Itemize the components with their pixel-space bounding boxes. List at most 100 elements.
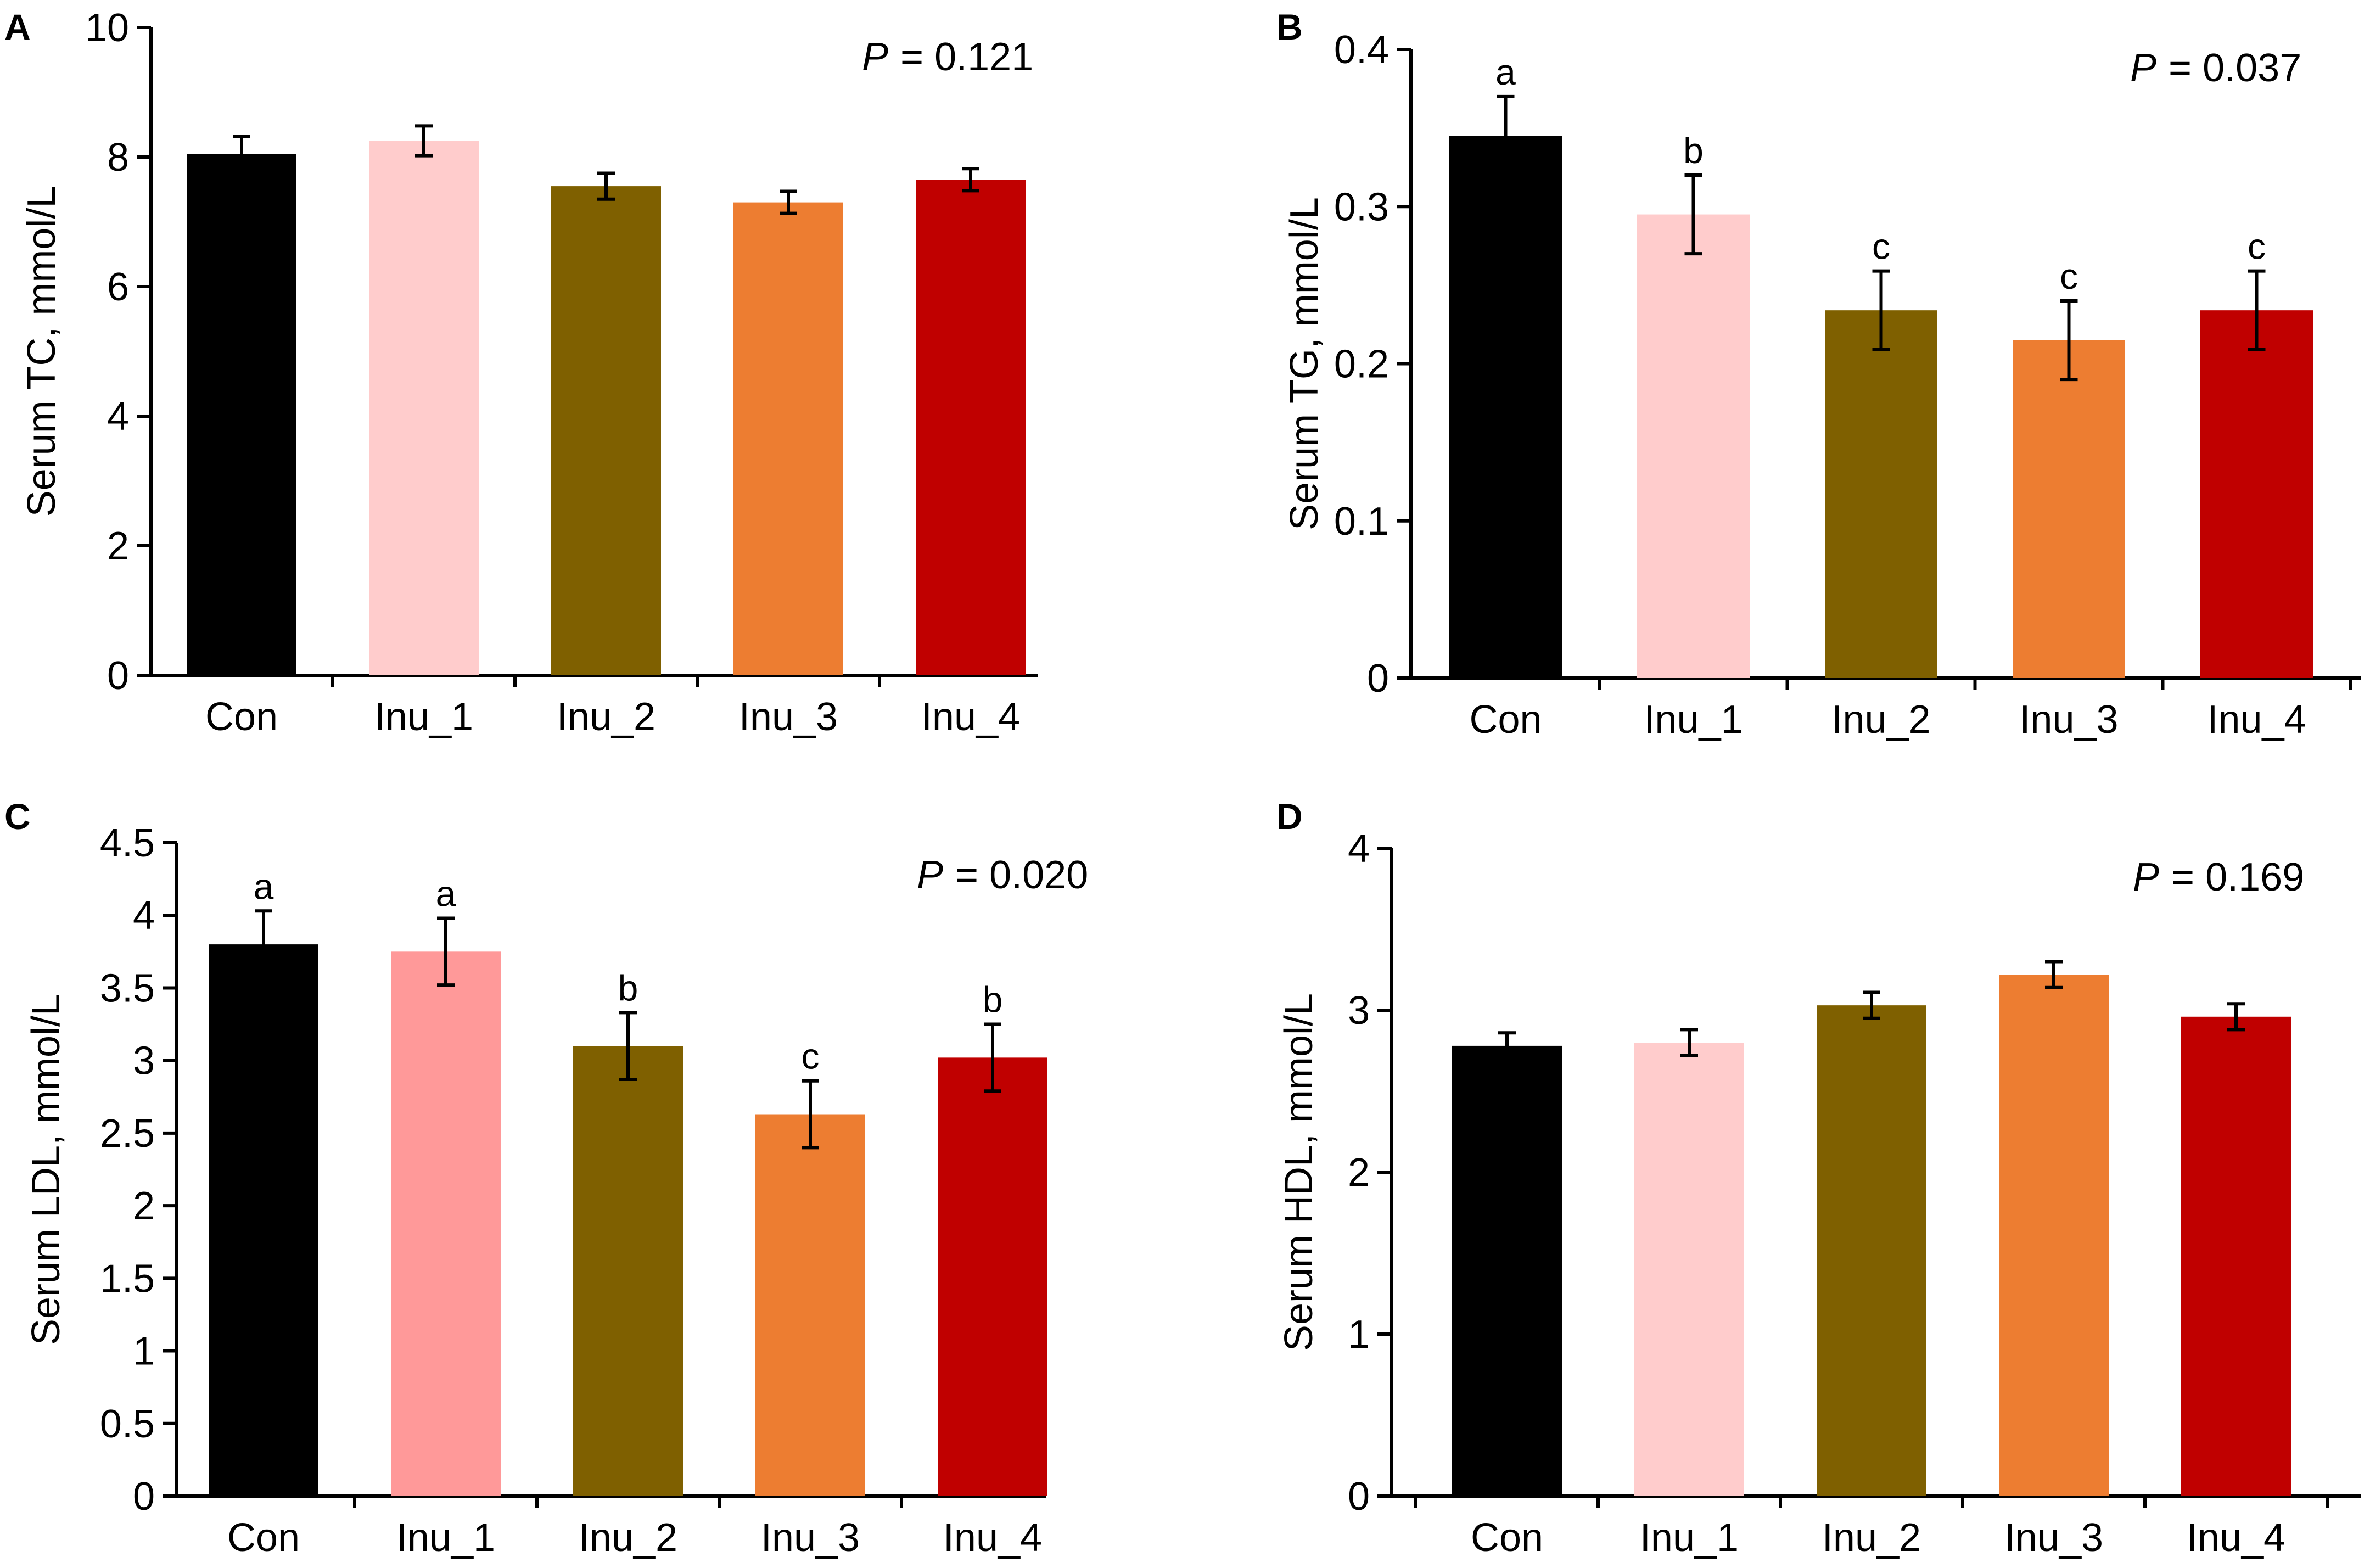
panel-letter: B bbox=[1276, 7, 1303, 47]
x-category-label: Con bbox=[205, 695, 278, 739]
y-tick-label: 2 bbox=[107, 524, 129, 568]
p-symbol: P bbox=[2130, 46, 2156, 90]
bar-inu-3 bbox=[1999, 975, 2109, 1496]
x-category-label: Inu_1 bbox=[396, 1516, 495, 1560]
y-tick-label: 6 bbox=[107, 265, 129, 309]
y-tick-label: 2.5 bbox=[100, 1112, 155, 1156]
p-value: = 0.020 bbox=[955, 853, 1088, 897]
x-category-label: Inu_4 bbox=[2187, 1516, 2285, 1560]
significance-letter: c bbox=[2060, 256, 2078, 296]
y-tick-label: 3 bbox=[1348, 989, 1370, 1033]
y-tick-label: 4 bbox=[133, 894, 155, 938]
significance-letter: b bbox=[1683, 130, 1704, 171]
y-axis-title: Serum LDL, mmol/L bbox=[24, 994, 68, 1345]
x-category-label: Inu_3 bbox=[739, 695, 838, 739]
bar-inu-3 bbox=[733, 202, 843, 676]
bar-inu-2 bbox=[1825, 310, 1937, 678]
x-category-label: Con bbox=[1471, 1516, 1543, 1560]
p-value-annotation: P = 0.037 bbox=[2130, 46, 2301, 90]
bar-inu-4 bbox=[2200, 310, 2313, 678]
panel-b: B Serum TG, mmol/L 0 0.1 0.2 0.3 0.4 a Con b Inu_1… bbox=[1276, 7, 2361, 742]
x-category-label: Inu_2 bbox=[1831, 698, 1930, 742]
y-tick-label: 0 bbox=[133, 1475, 155, 1519]
y-tick-label: 0.1 bbox=[1334, 500, 1389, 544]
y-tick-label: 4 bbox=[1348, 827, 1370, 871]
bar-inu-1 bbox=[1637, 214, 1750, 678]
x-category-label: Inu_3 bbox=[761, 1516, 860, 1560]
bar-con bbox=[209, 944, 318, 1496]
x-category-label: Inu_2 bbox=[557, 695, 655, 739]
x-category-label: Inu_1 bbox=[374, 695, 473, 739]
y-tick-label: 4 bbox=[107, 395, 129, 439]
bar-inu-3 bbox=[755, 1114, 865, 1496]
x-category-label: Inu_3 bbox=[2019, 698, 2118, 742]
y-tick-label: 0.5 bbox=[100, 1402, 155, 1446]
bar-inu-1 bbox=[391, 951, 501, 1496]
y-tick-label: 4.5 bbox=[100, 821, 155, 865]
bar-inu-2 bbox=[573, 1046, 683, 1496]
x-category-label: Inu_2 bbox=[1822, 1516, 1921, 1560]
x-category-label: Inu_4 bbox=[921, 695, 1020, 739]
x-category-label: Con bbox=[1469, 698, 1542, 742]
bar-inu-4 bbox=[2181, 1016, 2291, 1496]
bar-inu-4 bbox=[916, 180, 1026, 675]
panel-a: A Serum TC, mmol/L 0 2 4 6 8 10 Con Inu_1 Inu_2 Inu… bbox=[4, 6, 1038, 739]
significance-letter: c bbox=[802, 1036, 820, 1077]
y-tick-label: 1 bbox=[1348, 1313, 1370, 1357]
p-value: = 0.121 bbox=[900, 35, 1033, 79]
y-tick-label: 0 bbox=[107, 654, 129, 698]
significance-letter: c bbox=[1872, 226, 1890, 267]
p-symbol: P bbox=[917, 853, 943, 897]
p-symbol: P bbox=[2133, 855, 2159, 899]
x-category-label: Inu_2 bbox=[579, 1516, 677, 1560]
y-tick-label: 0.4 bbox=[1334, 28, 1389, 72]
x-category-label: Con bbox=[227, 1516, 300, 1560]
bar-inu-2 bbox=[551, 186, 661, 676]
y-axis-title: Serum TG, mmol/L bbox=[1282, 197, 1326, 530]
significance-letter: b bbox=[618, 967, 638, 1008]
p-value-annotation: P = 0.020 bbox=[917, 853, 1088, 897]
significance-letter: c bbox=[2248, 226, 2266, 267]
bar-inu-1 bbox=[1634, 1043, 1744, 1496]
p-value-annotation: P = 0.121 bbox=[862, 35, 1033, 79]
p-symbol: P bbox=[862, 35, 888, 79]
y-tick-label: 0.3 bbox=[1334, 185, 1389, 229]
y-tick-label: 0.2 bbox=[1334, 343, 1389, 387]
significance-letter: a bbox=[254, 866, 274, 906]
y-axis-title: Serum TC, mmol/L bbox=[20, 186, 64, 517]
p-value: = 0.037 bbox=[2169, 46, 2301, 90]
x-category-label: Inu_4 bbox=[943, 1516, 1042, 1560]
y-tick-label: 2 bbox=[133, 1184, 155, 1228]
y-tick-label: 8 bbox=[107, 136, 129, 180]
y-tick-label: 10 bbox=[85, 6, 129, 50]
y-tick-label: 3 bbox=[133, 1039, 155, 1083]
y-tick-label: 1 bbox=[133, 1330, 155, 1374]
panel-c: C Serum LDL, mmol/L 0 0.5 1 1.5 2 2.5 3 3.5 4 4.5 a C… bbox=[4, 796, 1088, 1560]
y-tick-label: 3.5 bbox=[100, 966, 155, 1010]
p-value: = 0.169 bbox=[2171, 855, 2304, 899]
bar-con bbox=[1449, 136, 1562, 678]
x-category-label: Inu_3 bbox=[2004, 1516, 2103, 1560]
bar-inu-3 bbox=[2013, 340, 2125, 678]
p-value-annotation: P = 0.169 bbox=[2133, 855, 2304, 899]
panel-d: D Serum HDL, mmol/L 0 1 2 3 4 Con Inu_1 Inu_2 Inu_… bbox=[1276, 796, 2361, 1560]
y-axis-title: Serum HDL, mmol/L bbox=[1277, 993, 1321, 1351]
x-category-label: Inu_4 bbox=[2207, 698, 2306, 742]
y-tick-label: 2 bbox=[1348, 1151, 1370, 1195]
x-category-label: Inu_1 bbox=[1644, 698, 1743, 742]
bar-inu-4 bbox=[938, 1057, 1047, 1496]
bar-inu-1 bbox=[369, 141, 479, 675]
panel-letter: A bbox=[4, 7, 31, 47]
bar-con bbox=[187, 154, 296, 676]
significance-letter: b bbox=[983, 979, 1003, 1020]
panel-letter: C bbox=[4, 796, 31, 837]
bar-con bbox=[1452, 1045, 1562, 1496]
y-tick-label: 1.5 bbox=[100, 1257, 155, 1301]
panel-letter: D bbox=[1276, 796, 1303, 837]
significance-letter: a bbox=[1495, 52, 1516, 92]
y-tick-label: 0 bbox=[1367, 657, 1389, 701]
y-tick-label: 0 bbox=[1348, 1475, 1370, 1519]
significance-letter: a bbox=[436, 873, 456, 914]
bar-inu-2 bbox=[1817, 1005, 1926, 1496]
